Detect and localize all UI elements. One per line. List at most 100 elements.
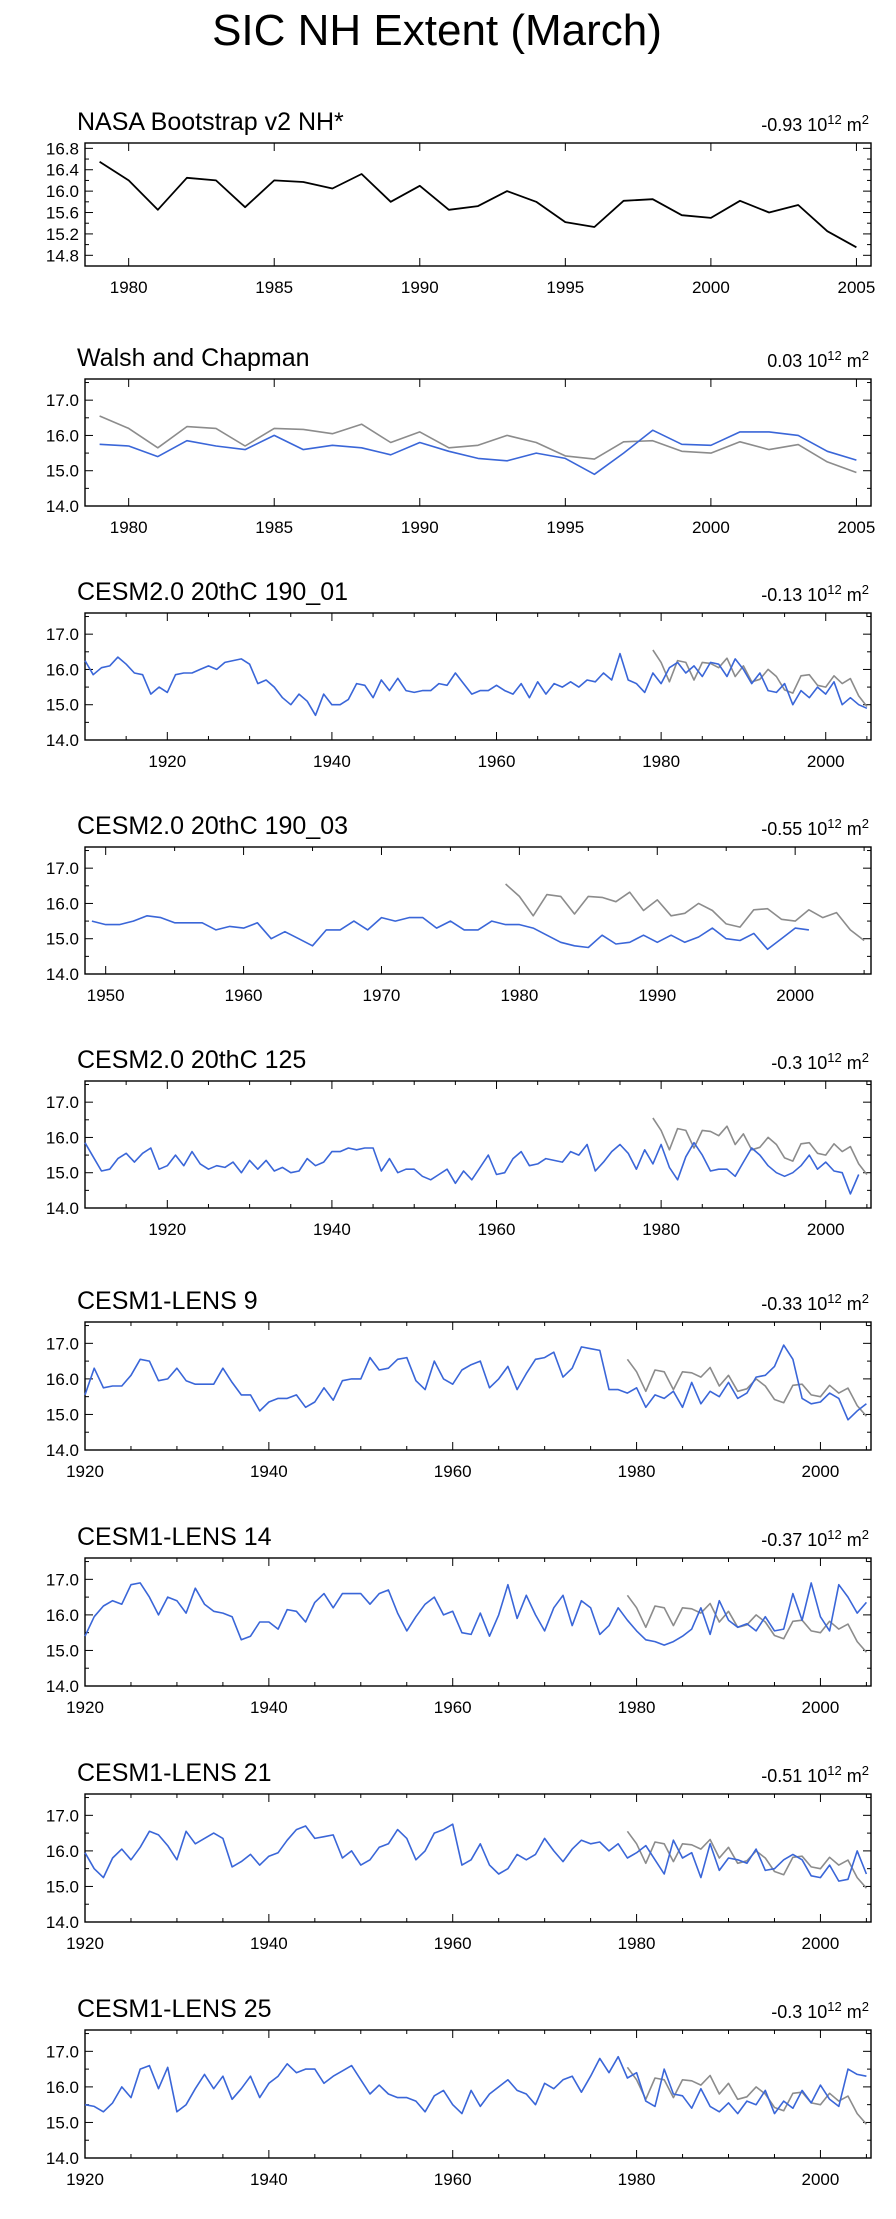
- y-tick-label: 16.8: [46, 139, 79, 158]
- annotation-part: 12: [827, 1291, 841, 1306]
- x-tick-label: 1980: [618, 1462, 656, 1481]
- plot-frame: [84, 1793, 872, 1923]
- x-tick-label: 1960: [434, 1934, 472, 1953]
- x-tick-label: 2005: [838, 278, 876, 297]
- model-series-line: [91, 914, 810, 951]
- x-tick-label: 1960: [434, 1698, 472, 1717]
- y-tick-label: 15.0: [46, 696, 79, 715]
- y-tick-label: 15.6: [46, 204, 79, 223]
- x-tick-label: 1995: [546, 278, 584, 297]
- model-series-line: [84, 652, 868, 717]
- annotation-part: -0.55 10: [761, 819, 827, 839]
- annotation-part: -0.3 10: [771, 2002, 827, 2022]
- panel-title: CESM1-LENS 25: [77, 1995, 272, 2023]
- x-tick-label: 1940: [250, 1462, 288, 1481]
- x-tick-label: 2000: [802, 1934, 840, 1953]
- annotation-part: m: [842, 1530, 862, 1550]
- plot-frame: [84, 142, 872, 267]
- panel-title: CESM2.0 20thC 190_01: [77, 578, 348, 606]
- panel-title: CESM2.0 20thC 190_03: [77, 812, 348, 840]
- panel-annotation: -0.3 1012 m2: [771, 1050, 869, 1073]
- chart-panel-2: Walsh and Chapman 0.03 1012 m2 1980 1985 199…: [46, 344, 875, 537]
- y-tick-label: 16.0: [46, 182, 79, 201]
- panel-title: CESM1-LENS 21: [77, 1759, 272, 1787]
- y-tick-label: 17.0: [46, 2042, 79, 2061]
- annotation-part: -0.13 10: [761, 585, 827, 605]
- x-tick-label: 1990: [401, 278, 439, 297]
- annotation-part: m: [842, 1053, 862, 1073]
- figure-title: SIC NH Extent (March): [212, 6, 662, 55]
- model-series-line: [99, 429, 857, 476]
- y-tick-label: 14.0: [46, 1677, 79, 1696]
- panel-annotation: -0.93 1012 m2: [761, 112, 869, 135]
- annotation-part: m: [842, 1766, 862, 1786]
- annotation-part: -0.93 10: [761, 115, 827, 135]
- chart-panel-8: CESM1-LENS 21 -0.51 1012 m2 1920 1940 1960 19…: [46, 1759, 872, 1953]
- obs-series-line: [99, 415, 857, 474]
- x-tick-label: 1950: [87, 986, 125, 1005]
- plot-frame: [84, 1557, 872, 1687]
- y-tick-label: 14.8: [46, 246, 79, 265]
- model-series-line: [84, 1141, 860, 1195]
- x-tick-label: 1940: [313, 752, 351, 771]
- plot-frame: [84, 846, 872, 975]
- x-tick-label: 1920: [148, 1220, 186, 1239]
- obs-series-line: [626, 1358, 868, 1417]
- x-tick-label: 1940: [313, 1220, 351, 1239]
- x-tick-label: 1940: [250, 2170, 288, 2189]
- x-tick-label: 1960: [478, 752, 516, 771]
- plot-frame: [84, 1321, 872, 1451]
- x-tick-label: 2000: [776, 986, 814, 1005]
- plot-frame: [84, 1080, 872, 1209]
- annotation-part: -0.51 10: [761, 1766, 827, 1786]
- y-tick-label: 17.0: [46, 1806, 79, 1825]
- annotation-part: -0.3 10: [771, 1053, 827, 1073]
- y-tick-label: 15.2: [46, 225, 79, 244]
- x-tick-label: 1980: [618, 2170, 656, 2189]
- panel-title: CESM1-LENS 9: [77, 1287, 258, 1315]
- y-tick-label: 14.0: [46, 1441, 79, 1460]
- annotation-part: 12: [827, 1763, 841, 1778]
- panel-annotation: -0.3 1012 m2: [771, 1999, 869, 2022]
- y-tick-label: 14.0: [46, 2149, 79, 2168]
- chart-panel-4: CESM2.0 20thC 190_03 -0.55 1012 m2 1950 196…: [46, 812, 872, 1005]
- panel-title: Walsh and Chapman: [77, 344, 310, 372]
- x-tick-label: 1990: [638, 986, 676, 1005]
- y-tick-label: 16.0: [46, 1606, 79, 1625]
- obs-series-line: [652, 649, 868, 707]
- annotation-part: 2: [862, 816, 869, 831]
- y-tick-label: 14.0: [46, 1199, 79, 1218]
- annotation-part: 2: [862, 1999, 869, 2014]
- y-tick-label: 17.0: [46, 859, 79, 878]
- x-tick-label: 1960: [225, 986, 263, 1005]
- annotation-part: 2: [862, 348, 869, 363]
- x-tick-label: 1985: [255, 278, 293, 297]
- x-tick-label: 1920: [66, 1462, 104, 1481]
- x-tick-label: 1970: [363, 986, 401, 1005]
- obs-series-line: [505, 883, 865, 942]
- annotation-part: m: [842, 2002, 862, 2022]
- chart-panel-9: CESM1-LENS 25 -0.3 1012 m2 1920 1940 1960 198…: [46, 1995, 872, 2189]
- y-tick-label: 14.0: [46, 731, 79, 750]
- y-tick-label: 16.0: [46, 1842, 79, 1861]
- panel-title: CESM1-LENS 14: [77, 1523, 272, 1551]
- x-tick-label: 1940: [250, 1698, 288, 1717]
- annotation-part: 2: [862, 112, 869, 127]
- x-tick-label: 2000: [802, 2170, 840, 2189]
- x-tick-label: 1960: [478, 1220, 516, 1239]
- obs-series-line: [626, 1830, 868, 1889]
- x-tick-label: 2005: [838, 518, 876, 537]
- y-tick-label: 14.0: [46, 1913, 79, 1932]
- y-tick-label: 15.0: [46, 930, 79, 949]
- y-tick-label: 15.0: [46, 1405, 79, 1424]
- annotation-part: m: [842, 585, 862, 605]
- panel-annotation: -0.51 1012 m2: [761, 1763, 869, 1786]
- x-tick-label: 1920: [66, 2170, 104, 2189]
- annotation-part: m: [842, 819, 862, 839]
- y-tick-label: 14.0: [46, 965, 79, 984]
- x-tick-label: 1980: [110, 518, 148, 537]
- plot-frame: [84, 2029, 872, 2159]
- annotation-part: m: [842, 115, 862, 135]
- y-tick-label: 16.4: [46, 161, 79, 180]
- y-tick-label: 16.0: [46, 2078, 79, 2097]
